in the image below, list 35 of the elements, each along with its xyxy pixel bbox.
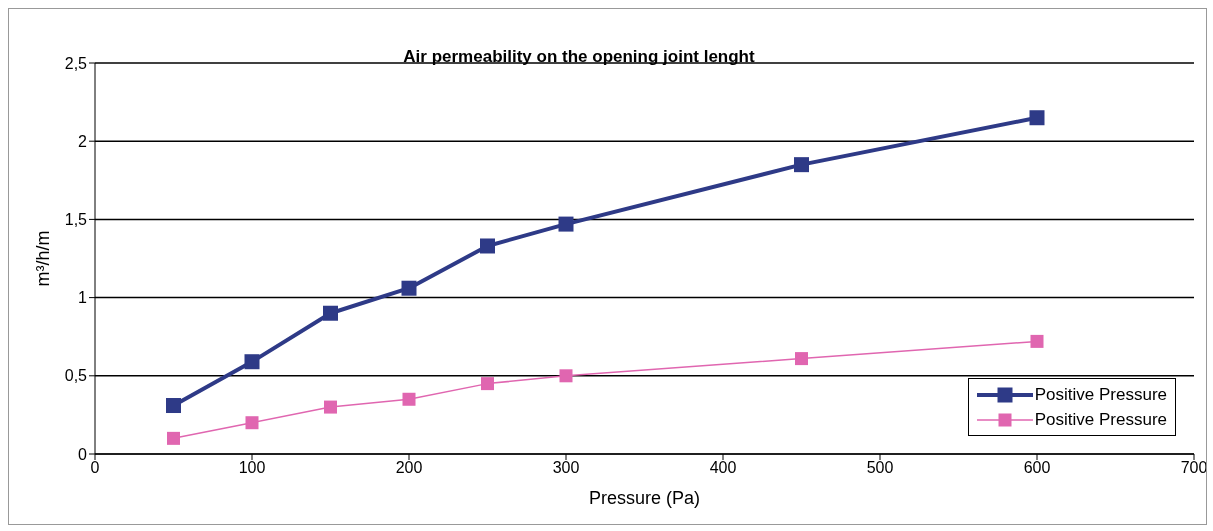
point xyxy=(558,216,574,232)
legend-label: Positive Pressure xyxy=(1034,409,1167,431)
y-tick-label: 2,5 xyxy=(64,54,88,72)
legend-label: Positive Pressure xyxy=(1034,384,1167,406)
x-tick-label: 100 xyxy=(238,459,266,477)
point xyxy=(245,416,259,430)
x-tick-label: 200 xyxy=(395,459,423,477)
point xyxy=(1030,334,1044,348)
point xyxy=(324,400,337,414)
point xyxy=(481,377,494,391)
point xyxy=(795,352,808,366)
y-tick-label: 0 xyxy=(78,445,88,463)
point xyxy=(1029,110,1045,126)
x-tick-label: 0 xyxy=(90,459,100,477)
x-tick-label: 700 xyxy=(1180,459,1208,477)
point xyxy=(323,305,338,321)
point xyxy=(244,354,260,370)
y-tick-label: 1,5 xyxy=(64,211,88,229)
y-tick-label: 0,5 xyxy=(64,367,88,385)
point xyxy=(401,280,417,296)
point xyxy=(167,431,180,445)
point xyxy=(794,157,809,173)
x-axis-title: Pressure (Pa) xyxy=(588,488,701,508)
chart-title: Air permeability on the opening joint lenght xyxy=(403,47,755,66)
x-tick-label: 300 xyxy=(552,459,580,477)
x-tick-label: 500 xyxy=(866,459,894,477)
point xyxy=(402,392,416,406)
x-tick-label: 600 xyxy=(1023,459,1051,477)
point xyxy=(559,369,573,383)
y-tick-label: 1 xyxy=(78,289,88,307)
y-axis-title: m³/h/m xyxy=(33,230,54,287)
x-tick-label: 400 xyxy=(709,459,737,477)
point xyxy=(480,238,495,254)
point xyxy=(166,398,181,414)
y-tick-label: 2 xyxy=(78,132,88,150)
